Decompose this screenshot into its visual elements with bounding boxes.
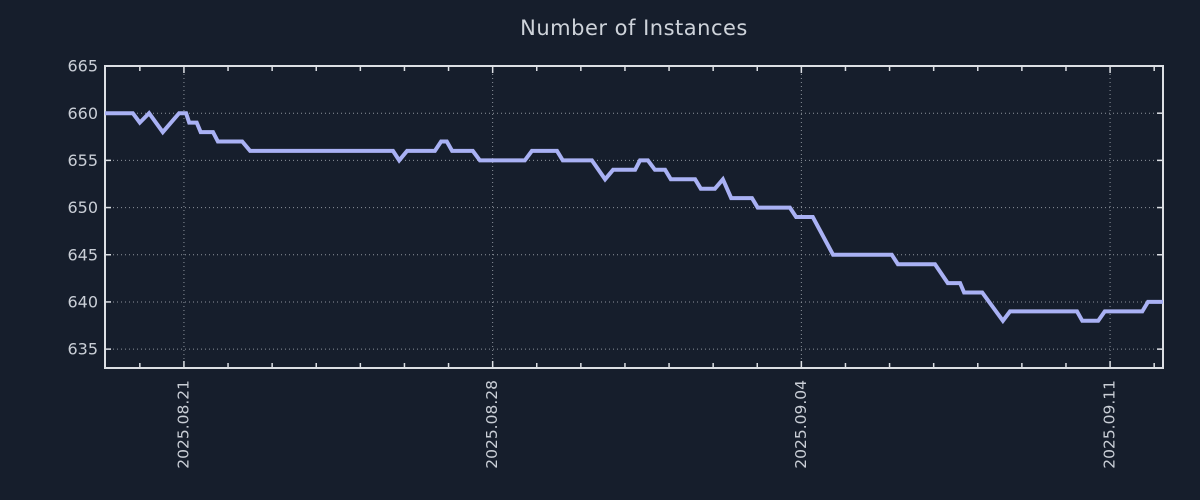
y-tick-label: 655: [67, 151, 98, 170]
chart-title: Number of Instances: [520, 16, 748, 40]
y-tick-label: 645: [67, 245, 98, 264]
y-tick-label: 660: [67, 104, 98, 123]
x-tick-label: 2025.09.04: [792, 380, 810, 469]
y-tick-label: 650: [67, 198, 98, 217]
y-tick-label: 665: [67, 57, 98, 76]
x-tick-label: 2025.09.11: [1101, 380, 1119, 469]
y-tick-label: 640: [67, 293, 98, 312]
x-tick-label: 2025.08.21: [174, 380, 192, 469]
y-tick-label: 635: [67, 340, 98, 359]
data-line-instances: [105, 110, 1163, 325]
plot-frame: [104, 65, 1164, 369]
x-tick-label: 2025.08.28: [483, 380, 501, 469]
